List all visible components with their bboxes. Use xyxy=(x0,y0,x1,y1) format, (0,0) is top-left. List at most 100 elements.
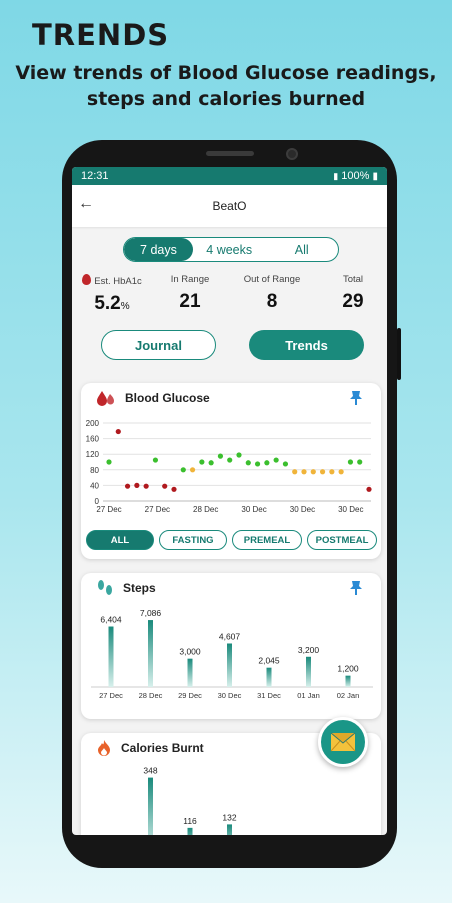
x-tick-label: 27 Dec xyxy=(96,505,121,514)
glucose-point xyxy=(366,486,372,492)
y-tick-label: 40 xyxy=(90,481,99,490)
steps-bar xyxy=(266,667,272,687)
x-tick-label: 31 Dec xyxy=(257,691,281,700)
journal-button[interactable]: Journal xyxy=(101,330,216,360)
envelope-icon xyxy=(330,732,356,752)
glucose-point xyxy=(162,483,168,489)
signal-icon: ▮ xyxy=(333,171,339,181)
glucose-point xyxy=(310,469,316,475)
x-tick-label: 27 Dec xyxy=(145,505,170,514)
promo-subtitle: View trends of Blood Glucose readings, s… xyxy=(0,60,452,112)
phone-frame: 12:31 ▮ 100% ▮ ← BeatO 7 days 4 weeks Al… xyxy=(62,140,401,868)
stat-out-of-range-value: 8 xyxy=(266,291,278,312)
glucose-point xyxy=(347,459,354,465)
glucose-point xyxy=(282,461,289,467)
filter-postmeal[interactable]: POSTMEAL xyxy=(307,530,377,550)
x-tick-label: 30 Dec xyxy=(338,505,363,514)
stat-total-label: Total xyxy=(342,274,364,285)
x-tick-label: 01 Jan xyxy=(297,691,320,700)
app-title: BeatO xyxy=(212,199,247,213)
x-tick-label: 30 Dec xyxy=(290,505,315,514)
steps-data-label: 3,000 xyxy=(179,647,201,657)
trends-button[interactable]: Trends xyxy=(249,330,364,360)
status-icons: ▮ 100% ▮ xyxy=(333,170,378,182)
stat-in-range-value: 21 xyxy=(179,291,201,312)
filter-all[interactable]: ALL xyxy=(86,530,154,550)
x-tick-label: 02 Jan xyxy=(337,691,360,700)
footsteps-icon xyxy=(98,580,112,595)
promo-title: TRENDS xyxy=(32,18,170,52)
y-tick-label: 0 xyxy=(95,497,100,506)
calories-bar xyxy=(227,824,232,835)
calories-data-label: 116 xyxy=(183,816,197,826)
glucose-point xyxy=(338,469,344,475)
glucose-point xyxy=(180,467,186,473)
steps-bar xyxy=(187,658,193,687)
steps-bar xyxy=(306,656,311,687)
glucose-point xyxy=(189,467,196,473)
x-tick-label: 30 Dec xyxy=(241,505,266,514)
stat-hba1c: Est. HbA1c 5.2% xyxy=(78,274,146,315)
glucose-point xyxy=(236,452,242,458)
stat-out-of-range: Out of Range 8 xyxy=(232,274,312,313)
steps-title: Steps xyxy=(123,581,156,595)
y-tick-label: 200 xyxy=(86,419,100,428)
phone-side-button xyxy=(397,328,401,380)
pin-icon[interactable] xyxy=(349,390,363,406)
filter-premeal[interactable]: PREMEAL xyxy=(232,530,302,550)
steps-bar xyxy=(148,620,153,687)
glucose-point xyxy=(152,457,159,463)
glucose-point xyxy=(124,483,131,489)
glucose-point xyxy=(217,453,224,459)
glucose-point xyxy=(319,469,326,475)
x-tick-label: 29 Dec xyxy=(178,691,202,700)
blood-drops-icon xyxy=(97,391,114,406)
glucose-point xyxy=(292,469,298,475)
stat-total-value: 29 xyxy=(342,291,364,312)
glucose-point xyxy=(208,460,214,466)
promo-subtitle-line-2: steps and calories burned xyxy=(86,88,366,110)
steps-bar xyxy=(227,643,232,687)
steps-header: Steps xyxy=(81,573,381,603)
steps-chart: 6,404 27 Dec 7,086 28 Dec 3,000 29 Dec 4,607 30… xyxy=(91,608,373,700)
battery-icon: ▮ xyxy=(372,171,378,182)
calories-header: Calories Burnt xyxy=(81,733,381,763)
battery-level: 100% xyxy=(341,170,370,182)
stat-out-of-range-label: Out of Range xyxy=(243,274,301,285)
back-arrow-icon[interactable]: ← xyxy=(78,195,94,212)
promo-subtitle-line-1: View trends of Blood Glucose readings, xyxy=(15,62,437,84)
flame-icon xyxy=(98,740,110,756)
y-tick-label: 160 xyxy=(86,435,100,444)
blood-drop-icon xyxy=(82,274,92,285)
blood-glucose-card: Blood Glucose 0 40 80 120 160 200 27 Dec 27 Dec… xyxy=(81,383,381,559)
calories-chart: 348 116 132 xyxy=(143,766,237,835)
tab-all[interactable]: All xyxy=(294,242,309,257)
phone-camera xyxy=(286,148,298,160)
message-fab[interactable] xyxy=(318,717,368,767)
blood-glucose-chart: 0 40 80 120 160 200 27 Dec 27 Dec 28 Dec 30 Dec 30… xyxy=(86,419,372,514)
stat-in-range: In Range 21 xyxy=(160,274,220,313)
pin-icon[interactable] xyxy=(349,580,363,596)
status-time: 12:31 xyxy=(81,170,109,182)
calories-bar xyxy=(148,777,153,835)
tab-4-weeks[interactable]: 4 weeks xyxy=(206,242,253,257)
glucose-point xyxy=(264,460,270,466)
stat-hba1c-unit: % xyxy=(120,301,130,312)
steps-data-label: 1,200 xyxy=(337,664,359,674)
steps-bar xyxy=(108,626,114,687)
app-screen: 12:31 ▮ 100% ▮ ← BeatO 7 days 4 weeks Al… xyxy=(72,167,387,835)
x-tick-label: 27 Dec xyxy=(99,691,123,700)
x-tick-label: 28 Dec xyxy=(139,691,163,700)
glucose-point xyxy=(357,459,363,465)
tab-7-days[interactable]: 7 days xyxy=(124,238,193,261)
x-tick-label: 30 Dec xyxy=(218,691,242,700)
glucose-point xyxy=(273,457,279,463)
y-tick-label: 120 xyxy=(86,450,100,459)
steps-data-label: 7,086 xyxy=(140,608,162,618)
glucose-point xyxy=(134,482,140,488)
calories-title: Calories Burnt xyxy=(121,741,204,755)
filter-fasting[interactable]: FASTING xyxy=(159,530,227,550)
steps-data-label: 3,200 xyxy=(298,645,320,655)
steps-card: Steps 6,404 27 Dec 7,086 28 Dec 3,000 29 Dec 4… xyxy=(81,573,381,719)
glucose-point xyxy=(329,469,335,475)
